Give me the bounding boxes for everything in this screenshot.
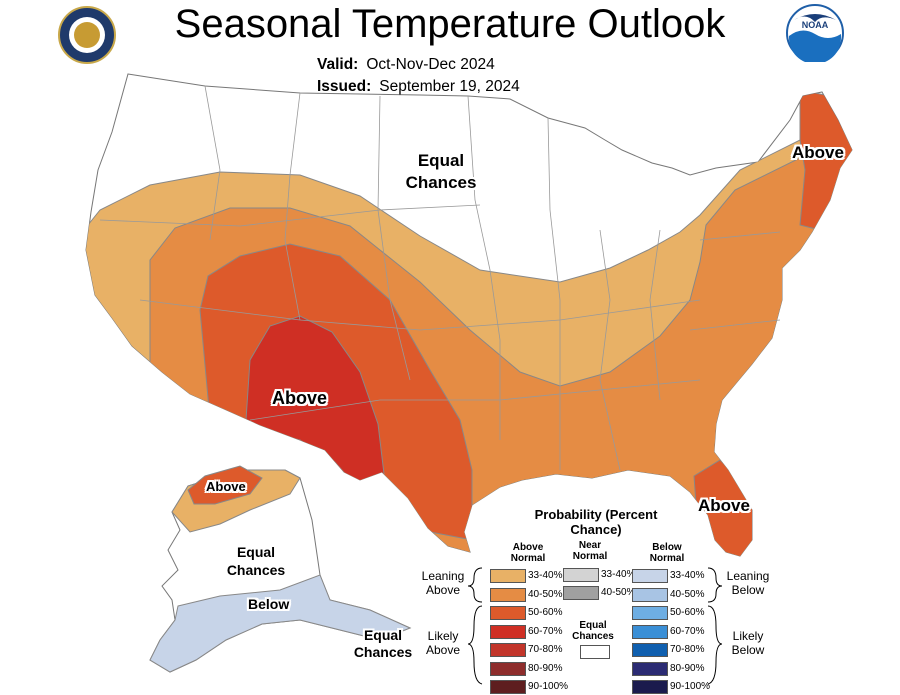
legend-above-range-swatch	[490, 643, 526, 657]
legend-above-range-label: 80-90%	[528, 662, 563, 674]
legend-below-range-label: 80-90%	[670, 662, 705, 674]
legend-col-near: Near Normal	[572, 540, 608, 562]
valid-value: Oct-Nov-Dec 2024	[366, 56, 495, 73]
legend-equal-chances-swatch	[580, 645, 610, 659]
legend-leaning-above: Leaning Above	[421, 569, 465, 597]
svg-text:NOAA: NOAA	[802, 20, 829, 30]
legend-below-range-swatch	[632, 606, 668, 620]
page-title: Seasonal Temperature Outlook	[174, 2, 726, 46]
legend-below-range-label: 50-60%	[670, 607, 705, 618]
legend-below-range-swatch	[632, 661, 668, 676]
legend-leaning-below: Leaning Below	[726, 569, 770, 597]
legend-below-range-label: 60-70%	[670, 625, 705, 637]
conus-above-southwest-label: Above	[272, 388, 328, 408]
legend-above-range-label: 70-80%	[528, 644, 563, 655]
alaska-above-50-60	[187, 465, 263, 505]
legend-equal-chances-label: Equal Chances	[572, 620, 614, 642]
legend-near-range-swatch	[563, 568, 599, 582]
legend-col-above: Above Normal	[510, 542, 546, 564]
issued-line: Issued: September 19, 2024	[317, 78, 520, 96]
conus-above-northeast-label: Above	[792, 143, 844, 162]
state-boundaries	[99, 85, 781, 471]
legend-above-range-label: 40-50%	[528, 588, 563, 600]
legend-below-range-label: 90-100%	[670, 681, 711, 692]
commerce-seal-icon	[58, 6, 116, 64]
alaska-map	[149, 465, 412, 673]
valid-line: Valid: Oct-Nov-Dec 2024	[317, 56, 495, 74]
legend-above-range-label: 50-60%	[528, 607, 563, 618]
alaska-above-label: Above	[206, 479, 246, 494]
legend-above-range-swatch	[490, 606, 526, 620]
legend-above-range-label: 90-100%	[528, 681, 569, 692]
above-60-70-sw-region	[245, 315, 385, 487]
conus-above-florida-label: Above	[698, 496, 750, 515]
alaska-below-33-40	[149, 574, 412, 673]
legend-below-range-label: 70-80%	[670, 644, 705, 655]
legend-title: Probability (Percent Chance)	[534, 507, 658, 537]
legend-above-range-label: 60-70%	[528, 625, 563, 637]
legend-above-range-swatch	[490, 569, 526, 583]
legend-below-range-label: 33-40%	[670, 570, 705, 581]
legend-near-range-label: 33-40%	[601, 569, 636, 580]
legend-below-range-swatch	[632, 624, 668, 639]
legend-above-range-swatch	[490, 680, 526, 694]
alaska-equal-chances-label: Equal Chances	[226, 544, 286, 578]
legend-above-range-swatch	[490, 587, 526, 602]
alaska-below-label: Below	[248, 596, 290, 612]
legend-above-range-swatch	[490, 661, 526, 676]
legend-below-range-label: 40-50%	[670, 588, 705, 600]
legend-near-range-swatch	[563, 586, 599, 600]
legend-brackets	[467, 567, 723, 685]
legend-near-range-label: 40-50%	[601, 587, 636, 598]
legend-below-range-swatch	[632, 569, 668, 583]
legend-likely-above: Likely Above	[425, 629, 461, 657]
legend-below-range-swatch	[632, 643, 668, 657]
legend-below-range-swatch	[632, 680, 668, 694]
legend-below-range-swatch	[632, 587, 668, 602]
valid-label: Valid:	[317, 56, 359, 73]
conus-equal-chances-label: Equal Chances	[405, 151, 477, 192]
issued-value: September 19, 2024	[379, 78, 520, 95]
legend-col-below: Below Normal	[649, 542, 685, 564]
legend-above-range-swatch	[490, 624, 526, 639]
issued-label: Issued:	[317, 78, 372, 95]
legend-likely-below: Likely Below	[731, 629, 765, 657]
legend-above-range-label: 33-40%	[528, 570, 563, 581]
noaa-logo-icon: NOAA	[786, 4, 844, 62]
alaska-southeast-equal-chances-label: Equal Chances	[353, 627, 413, 660]
